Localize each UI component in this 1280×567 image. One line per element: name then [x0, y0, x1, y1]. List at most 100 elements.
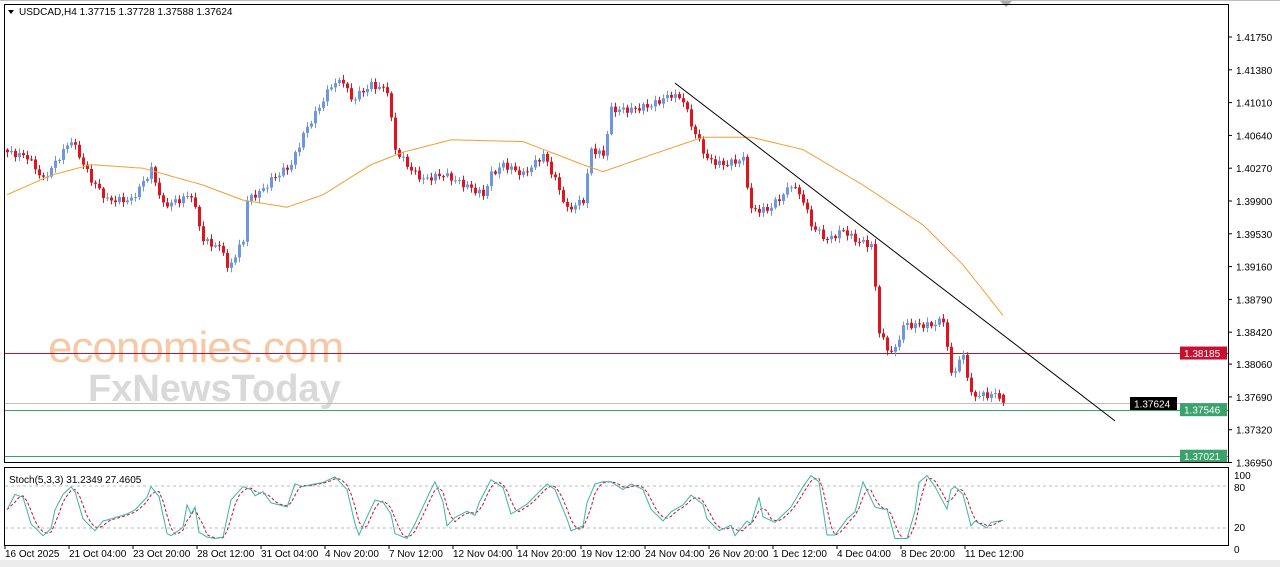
candle [834, 234, 837, 242]
candle [970, 372, 973, 396]
candle [870, 241, 873, 250]
candle [234, 254, 237, 265]
candle [586, 168, 589, 209]
candle-body [322, 101, 325, 108]
candle-body [266, 187, 269, 189]
candle [754, 204, 757, 212]
candle-body [910, 322, 913, 329]
candle [30, 155, 33, 162]
candle-body [194, 197, 197, 207]
time-tick-label: 23 Oct 20:00 [133, 549, 191, 560]
candle [998, 389, 1001, 402]
candle-body [222, 245, 225, 253]
candle [74, 138, 77, 150]
candle-body [962, 355, 965, 360]
candle [982, 390, 985, 401]
candle [474, 183, 477, 196]
candle [682, 93, 685, 108]
candle [906, 318, 909, 330]
candle [110, 195, 113, 205]
candle [498, 162, 501, 179]
candle-body [422, 178, 425, 180]
candle [710, 154, 713, 164]
status-strip [0, 560, 1280, 567]
candle [170, 199, 173, 212]
candle-body [530, 167, 533, 173]
candle-body [378, 86, 381, 89]
price-tick-label: 1.37320 [1236, 426, 1273, 437]
candle [706, 149, 709, 161]
candle [978, 391, 981, 399]
candle-body [790, 187, 793, 189]
candle-body [490, 171, 493, 186]
candle [974, 390, 977, 402]
candle-body [562, 190, 565, 202]
candle [810, 205, 813, 231]
candle [290, 160, 293, 173]
candle-body [430, 177, 433, 181]
candle-body [410, 166, 413, 171]
candle-body [786, 187, 789, 195]
candle [986, 387, 989, 401]
candle [526, 166, 529, 177]
candle [798, 184, 801, 200]
candle [114, 195, 117, 207]
candle [118, 194, 121, 205]
candle-body [498, 167, 501, 174]
candle [262, 183, 265, 193]
candle-body [158, 182, 161, 196]
candle-body [86, 164, 89, 169]
candle [714, 155, 717, 169]
candle-body [358, 90, 361, 100]
candle [410, 162, 413, 175]
level-price-label: 1.38185 [1184, 349, 1221, 360]
candle-body [954, 371, 957, 373]
candle [214, 242, 217, 249]
candle-body [898, 339, 901, 347]
candle [546, 152, 549, 167]
candle-body [282, 167, 285, 176]
candle [614, 102, 617, 117]
candle [782, 192, 785, 205]
candle [142, 176, 145, 192]
candle-body [54, 160, 57, 168]
candle [278, 172, 281, 182]
price-panel[interactable] [5, 74, 1228, 457]
stoch-header: Stoch(5,3,3) 31.2349 27.4605 [9, 475, 142, 486]
candle-body [666, 94, 669, 99]
candle-body [470, 184, 473, 188]
candle-body [62, 149, 65, 161]
candle [186, 191, 189, 200]
candle [250, 193, 253, 205]
candle-body [914, 323, 917, 329]
stochastic-panel[interactable] [5, 474, 1228, 540]
candle [610, 102, 613, 136]
candle [618, 106, 621, 116]
candle [418, 166, 421, 183]
candle [534, 155, 537, 171]
price-tick-label: 1.39900 [1236, 197, 1273, 208]
candle [38, 165, 41, 179]
candle [434, 171, 437, 185]
candle-body [394, 117, 397, 150]
candle-body [318, 107, 321, 111]
candle [310, 120, 313, 129]
candle-body [82, 157, 85, 165]
candle-body [662, 98, 665, 104]
candle-body [510, 166, 513, 170]
candle [994, 388, 997, 399]
triangle-down-icon[interactable] [8, 10, 14, 14]
candle-body [482, 189, 485, 196]
candle [70, 137, 73, 148]
candle-body [714, 159, 717, 165]
candle-body [686, 102, 689, 110]
candle-body [922, 324, 925, 328]
candle [842, 227, 845, 232]
candle-body [758, 208, 761, 213]
candle [314, 106, 317, 129]
candle [646, 99, 649, 112]
candle [146, 176, 149, 183]
time-tick-label: 28 Oct 12:00 [197, 549, 255, 560]
candle-body [942, 318, 945, 323]
